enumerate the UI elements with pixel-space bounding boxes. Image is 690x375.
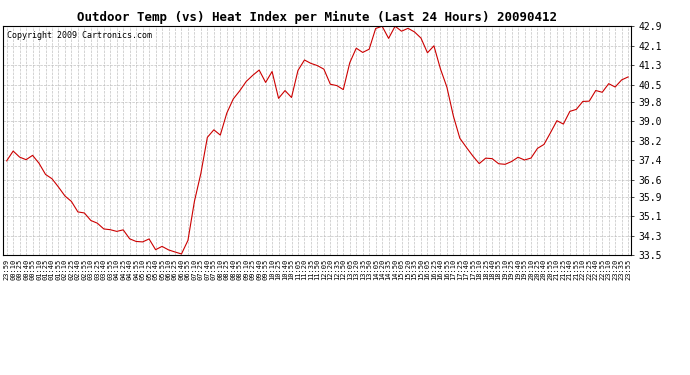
Text: Copyright 2009 Cartronics.com: Copyright 2009 Cartronics.com xyxy=(7,31,152,40)
Title: Outdoor Temp (vs) Heat Index per Minute (Last 24 Hours) 20090412: Outdoor Temp (vs) Heat Index per Minute … xyxy=(77,10,558,24)
